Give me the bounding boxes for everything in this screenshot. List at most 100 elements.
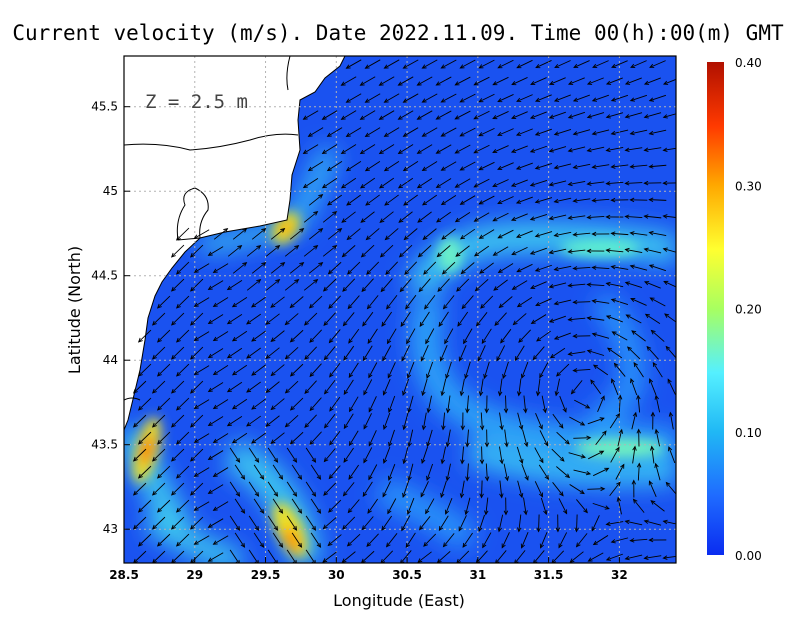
velocity-arrow <box>605 315 623 323</box>
velocity-arrow <box>510 213 528 221</box>
velocity-arrow <box>644 313 661 325</box>
velocity-arrow <box>662 519 676 525</box>
velocity-arrow <box>436 245 451 258</box>
velocity-arrow <box>327 261 342 275</box>
velocity-arrow <box>591 515 600 532</box>
velocity-arrow <box>569 484 585 495</box>
velocity-arrow <box>175 261 190 275</box>
velocity-arrow <box>305 481 317 497</box>
velocity-arrow <box>516 446 524 465</box>
velocity-arrow <box>610 94 629 102</box>
velocity-arrow <box>662 555 676 560</box>
velocity-arrow <box>632 445 637 464</box>
velocity-arrow <box>420 481 429 498</box>
velocity-arrow <box>345 160 362 172</box>
velocity-arrow <box>475 312 488 327</box>
velocity-arrow <box>363 379 373 396</box>
velocity-arrow <box>323 482 337 496</box>
velocity-arrow <box>605 77 623 85</box>
velocity-arrow <box>667 378 676 395</box>
velocity-arrow <box>555 514 561 533</box>
velocity-arrow <box>310 464 322 480</box>
velocity-arrow <box>576 499 588 514</box>
velocity-arrow <box>402 93 419 103</box>
chart-title: Current velocity (m/s). Date 2022.11.09.… <box>12 21 784 45</box>
velocity-arrow <box>382 446 391 464</box>
velocity-arrow <box>459 378 465 397</box>
velocity-arrow <box>132 482 147 496</box>
velocity-arrow <box>383 93 400 103</box>
velocity-arrow <box>289 431 304 445</box>
velocity-arrow <box>207 416 224 427</box>
velocity-arrow <box>156 499 171 513</box>
velocity-arrow <box>383 412 391 430</box>
velocity-arrow <box>591 129 610 136</box>
velocity-arrow <box>624 247 643 253</box>
velocity-arrow <box>630 378 638 396</box>
velocity-arrow <box>347 295 360 310</box>
velocity-arrow <box>190 346 204 360</box>
velocity-arrow <box>536 514 541 533</box>
x-tick-label: 31 <box>469 568 486 582</box>
velocity-arrow <box>342 482 355 497</box>
velocity-arrow <box>246 415 262 427</box>
velocity-arrow <box>483 361 490 380</box>
velocity-arrow <box>555 363 570 377</box>
velocity-arrow <box>495 550 507 563</box>
velocity-arrow <box>328 295 342 309</box>
velocity-arrow <box>572 163 591 170</box>
velocity-arrow <box>321 110 338 120</box>
velocity-arrow <box>421 412 427 431</box>
velocity-arrow <box>654 394 661 413</box>
velocity-arrow <box>364 160 381 172</box>
velocity-arrow <box>554 378 560 397</box>
velocity-arrow <box>416 177 433 189</box>
velocity-arrow <box>323 413 336 429</box>
velocity-arrow <box>631 479 637 498</box>
velocity-arrow <box>359 144 376 155</box>
velocity-arrow <box>284 279 300 291</box>
velocity-arrow <box>284 313 299 326</box>
velocity-arrow <box>246 313 262 325</box>
velocity-arrow <box>381 311 393 327</box>
velocity-arrow <box>535 60 552 69</box>
velocity-arrow <box>591 198 610 203</box>
colorbar-tick-label: 0.20 <box>735 303 762 317</box>
velocity-arrow <box>479 412 485 431</box>
velocity-arrow <box>624 181 643 186</box>
velocity-arrow <box>435 178 452 189</box>
velocity-arrow <box>328 465 341 480</box>
velocity-arrow <box>662 113 676 119</box>
velocity-arrow <box>270 228 286 240</box>
velocity-arrow <box>340 144 357 155</box>
velocity-arrow <box>458 345 467 362</box>
velocity-arrow <box>304 380 317 395</box>
velocity-arrow <box>367 328 378 344</box>
velocity-arrow <box>382 379 391 396</box>
velocity-arrow <box>207 314 224 325</box>
velocity-arrow <box>272 532 284 548</box>
velocity-arrow <box>648 264 667 272</box>
velocity-arrow <box>494 312 507 327</box>
velocity-arrow <box>662 180 676 186</box>
velocity-arrow <box>610 231 629 236</box>
velocity-arrow <box>386 294 398 310</box>
velocity-arrow <box>553 163 572 170</box>
velocity-arrow <box>207 382 224 393</box>
velocity-arrow <box>265 381 280 394</box>
velocity-arrow <box>175 499 190 513</box>
velocity-arrow <box>590 379 602 395</box>
velocity-arrow <box>610 264 629 270</box>
velocity-arrow <box>381 515 393 531</box>
velocity-arrow <box>189 244 204 258</box>
velocity-arrow <box>462 532 473 548</box>
velocity-arrow <box>368 362 378 379</box>
grid-lines <box>124 56 676 563</box>
velocity-arrow <box>492 179 509 188</box>
velocity-arrow <box>592 467 610 477</box>
velocity-arrow <box>515 230 533 238</box>
velocity-arrow <box>329 362 341 378</box>
velocity-arrow <box>403 228 418 241</box>
velocity-arrow <box>436 211 452 223</box>
velocity-arrow <box>588 450 605 460</box>
